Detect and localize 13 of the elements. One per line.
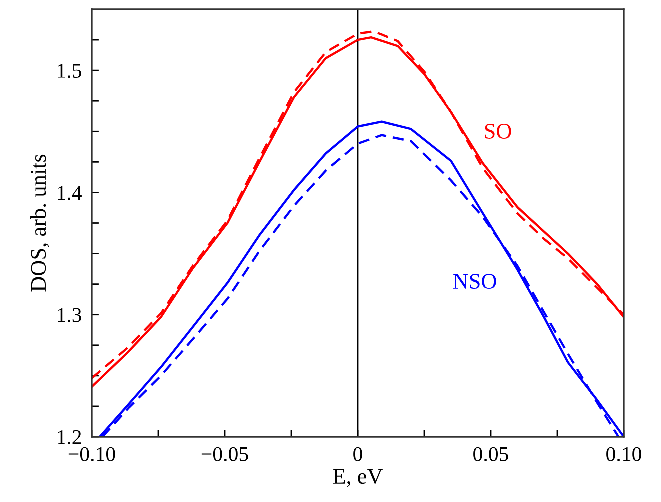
y-tick-label: 1.2 [58,430,82,445]
y-tick-label: 1.4 [58,186,82,200]
series-label: NSO [453,274,496,290]
y-axis-title: DOS, arb. units [30,154,50,292]
x-tick-label: 0.05 [474,447,508,462]
x-axis-title: E, eV [333,469,384,488]
y-tick-label: 1.3 [58,308,82,322]
x-tick-label: −0.10 [68,447,116,462]
x-tick-label: 0 [354,447,362,462]
series-label: SO [485,124,512,139]
y-tick-label: 1.5 [58,64,82,78]
x-tick-label: −0.05 [202,447,248,462]
x-tick-label: 0.10 [606,447,642,462]
